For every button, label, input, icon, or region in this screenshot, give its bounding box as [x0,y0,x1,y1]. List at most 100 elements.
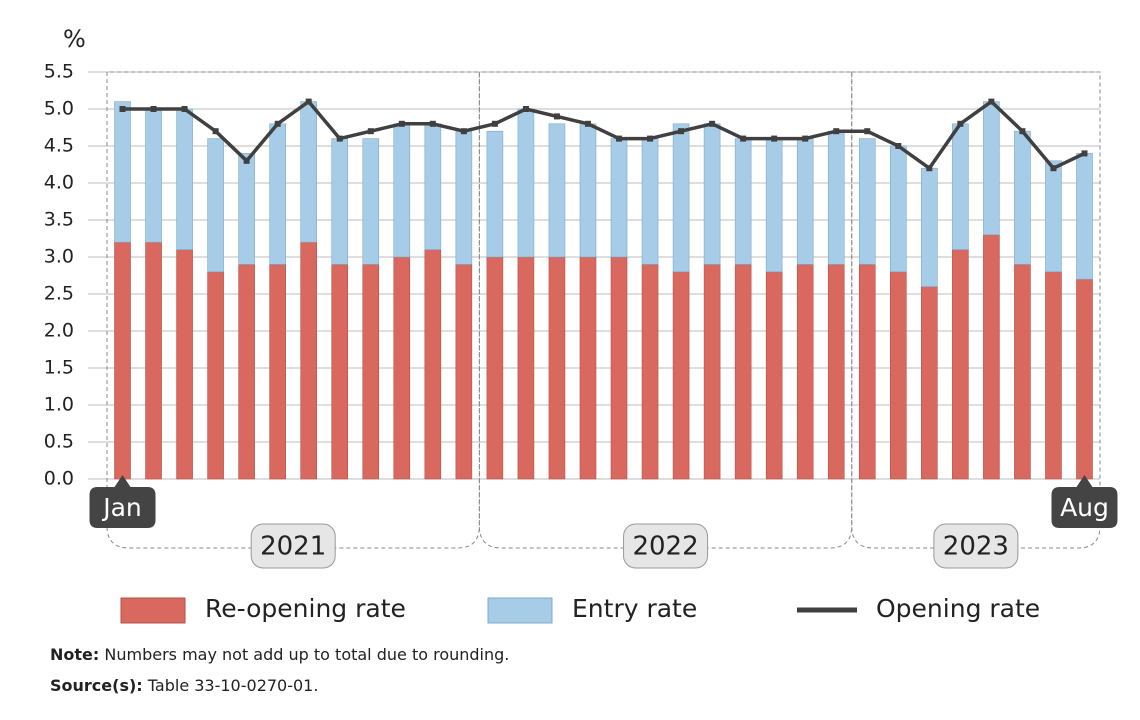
bar-segment [672,123,690,273]
bar-segment [983,101,1000,236]
line-marker [926,165,933,172]
bar-segment [765,138,783,273]
year-label: 2021 [260,532,326,562]
bar-segment [362,264,380,480]
line-marker [1050,165,1057,172]
line-marker [647,135,654,142]
line-marker [895,143,902,149]
bar-segment [300,241,318,480]
source-label: Source(s): [50,676,143,695]
bar-segment [300,101,318,243]
bar-segment [734,264,752,480]
line-marker [802,135,809,142]
bar-segment [145,108,162,243]
bar-segment [703,264,721,480]
y-tick-label: 3.0 [44,246,74,268]
y-tick-label: 5.5 [44,61,74,83]
bar-segment [331,264,349,480]
line-marker [678,128,685,135]
bar-segment [176,108,193,250]
legend-label: Opening rate [876,594,1040,623]
bar-segment [238,153,255,265]
bar-segment [889,271,907,480]
line-marker [988,98,995,105]
x-tick-label: Jan [101,493,142,522]
bar-segment [765,271,783,480]
bar-segment [1045,160,1062,273]
bar-segment [517,108,535,258]
bar-segment [145,241,162,480]
bar-segment [1014,130,1031,265]
y-tick-label: 5.0 [44,98,74,120]
line-marker [491,120,498,127]
line-marker [957,120,964,127]
legend-swatch [120,597,186,624]
line [122,99,1086,170]
legend-label: Entry rate [572,594,697,623]
bar-segment [827,130,845,265]
line-marker [119,106,126,112]
line-marker [336,135,343,142]
line-marker [740,135,747,142]
y-tick-label: 1.0 [44,394,74,416]
line-marker [243,157,250,164]
bar-segment [207,138,224,273]
bar-segment [207,271,224,480]
bar-segment [548,256,566,480]
note-label: Note: [50,645,99,664]
bar-segment [269,123,286,265]
x-tick-label: Aug [1060,493,1109,522]
line-marker [709,120,716,127]
bar-segment [455,130,473,265]
bar-segment [393,123,411,258]
year-label: 2022 [632,532,698,562]
bar-segment [610,138,628,258]
year-label: 2023 [943,532,1009,562]
bar-segment [703,123,721,265]
line-marker [616,135,623,142]
bar-segment [983,234,1000,480]
y-tick-label: 4.5 [44,135,74,157]
bar-segment [827,264,845,480]
bar-segment [610,256,628,480]
year-bracket [851,71,1101,549]
bar-segment [921,286,938,480]
y-tick-label: 0.0 [44,468,74,490]
line-marker [398,120,405,127]
bar-segment [114,241,131,480]
bar-segment [176,249,193,480]
bar-segment [579,256,597,480]
y-tick-label: 3.5 [44,209,74,231]
bar-segment [424,123,442,250]
bar-segment [424,249,442,480]
bar-segment [921,167,938,287]
bar-segment [796,138,814,265]
line-marker [1081,150,1088,157]
line-marker [212,128,219,135]
bar-segment [269,264,286,480]
bar-segment [641,264,659,480]
bar-segment [889,145,907,273]
source: Source(s): Table 33-10-0270-01. [50,676,318,695]
line-marker [584,120,591,127]
bar-segment [455,264,473,480]
y-tick-label: 1.5 [44,357,74,379]
year-pill [623,523,709,569]
line-marker [150,106,157,112]
year-pill [250,523,336,569]
bar-segment [952,249,969,480]
line-marker [305,98,312,105]
bar-segment [238,264,255,480]
bar-segment [952,123,969,250]
year-bracket [106,71,480,549]
bar-segment [1045,271,1062,480]
bar-segment [486,130,504,258]
category-callout [89,475,156,528]
bar-segment [579,123,597,258]
legend-swatch [487,597,553,624]
y-tick-label: 0.5 [44,431,74,453]
line-marker [553,113,560,120]
bar-segment [1076,153,1093,280]
category-callout [1051,475,1118,528]
